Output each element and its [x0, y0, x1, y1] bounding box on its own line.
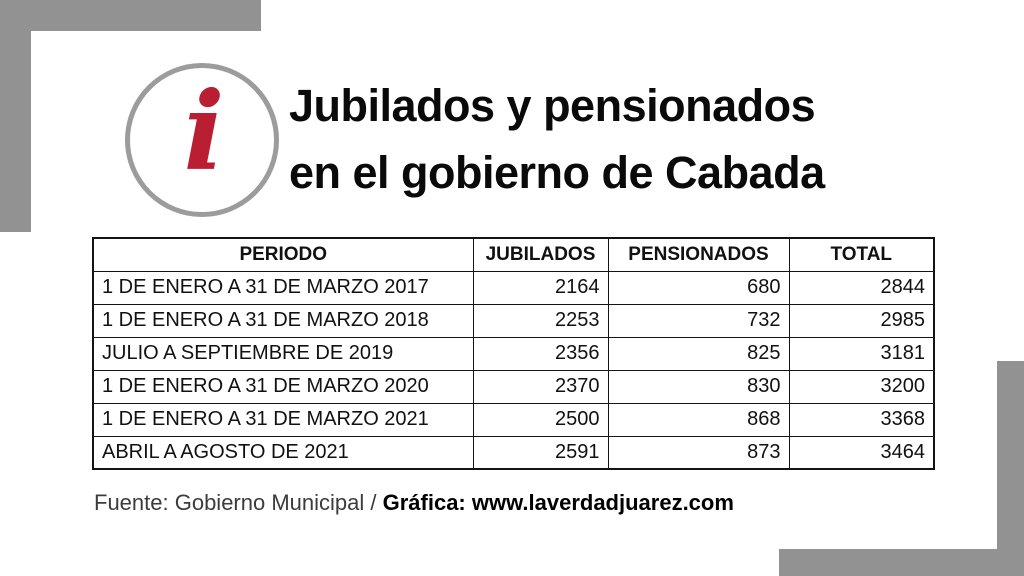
cell-periodo: JULIO A SEPTIEMBRE DE 2019	[92, 336, 474, 371]
table-row: 1 DE ENERO A 31 DE MARZO 2017 2164 680 2…	[92, 270, 935, 305]
info-badge: i	[125, 63, 279, 217]
cell-pensionados: 830	[607, 369, 790, 404]
top-left-decor-bar-horizontal	[0, 0, 261, 31]
cell-periodo: 1 DE ENERO A 31 DE MARZO 2017	[92, 270, 474, 305]
cell-total: 2844	[788, 270, 935, 305]
table-row: 1 DE ENERO A 31 DE MARZO 2020 2370 830 3…	[92, 369, 935, 404]
cell-total: 3368	[788, 402, 935, 437]
column-header-pensionados: PENSIONADOS	[607, 237, 790, 272]
cell-pensionados: 732	[607, 303, 790, 338]
cell-total: 3181	[788, 336, 935, 371]
page-title: Jubilados y pensionados en el gobierno d…	[289, 72, 825, 206]
cell-jubilados: 2370	[472, 369, 609, 404]
cell-pensionados: 680	[607, 270, 790, 305]
page-title-line2: en el gobierno de Cabada	[289, 147, 825, 198]
top-left-decor-bar-vertical	[0, 0, 31, 232]
source-text: Fuente: Gobierno Municipal /	[94, 490, 383, 515]
credit-text: Gráfica: www.laverdadjuarez.com	[382, 490, 734, 515]
table-body: 1 DE ENERO A 31 DE MARZO 2017 2164 680 2…	[92, 270, 935, 470]
cell-jubilados: 2356	[472, 336, 609, 371]
cell-periodo: 1 DE ENERO A 31 DE MARZO 2020	[92, 369, 474, 404]
column-header-jubilados: JUBILADOS	[472, 237, 609, 272]
info-icon: i	[183, 69, 225, 195]
bottom-right-decor-bar-horizontal	[779, 549, 1024, 576]
cell-pensionados: 825	[607, 336, 790, 371]
cell-pensionados: 868	[607, 402, 790, 437]
cell-jubilados: 2164	[472, 270, 609, 305]
source-line: Fuente: Gobierno Municipal / Gráfica: ww…	[94, 490, 734, 516]
bottom-right-decor-bar-vertical	[997, 361, 1024, 576]
cell-jubilados: 2500	[472, 402, 609, 437]
table-row: ABRIL A AGOSTO DE 2021 2591 873 3464	[92, 435, 935, 470]
cell-periodo: 1 DE ENERO A 31 DE MARZO 2018	[92, 303, 474, 338]
column-header-total: TOTAL	[788, 237, 935, 272]
column-header-periodo: PERIODO	[92, 237, 474, 272]
table-header-row: PERIODO JUBILADOS PENSIONADOS TOTAL	[92, 237, 935, 272]
table-row: 1 DE ENERO A 31 DE MARZO 2018 2253 732 2…	[92, 303, 935, 338]
page-title-line1: Jubilados y pensionados	[289, 80, 816, 131]
cell-periodo: 1 DE ENERO A 31 DE MARZO 2021	[92, 402, 474, 437]
cell-total: 3200	[788, 369, 935, 404]
table-row: 1 DE ENERO A 31 DE MARZO 2021 2500 868 3…	[92, 402, 935, 437]
pension-data-table: PERIODO JUBILADOS PENSIONADOS TOTAL 1 DE…	[92, 237, 935, 470]
cell-total: 3464	[788, 435, 935, 470]
cell-jubilados: 2253	[472, 303, 609, 338]
cell-periodo: ABRIL A AGOSTO DE 2021	[92, 435, 474, 470]
table-row: JULIO A SEPTIEMBRE DE 2019 2356 825 3181	[92, 336, 935, 371]
cell-pensionados: 873	[607, 435, 790, 470]
cell-total: 2985	[788, 303, 935, 338]
cell-jubilados: 2591	[472, 435, 609, 470]
